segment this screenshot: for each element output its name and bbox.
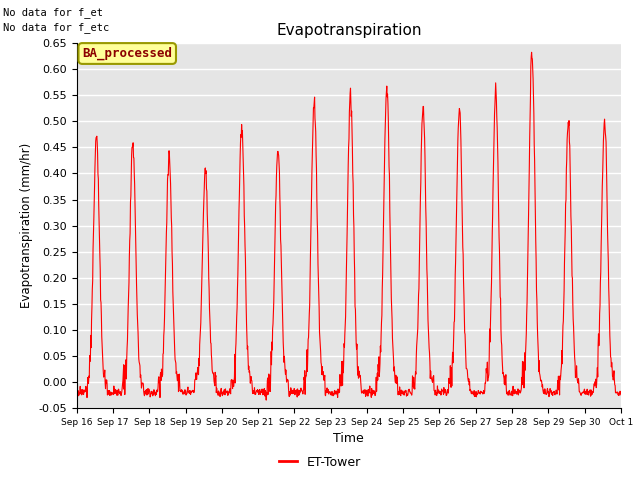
Text: No data for f_etc: No data for f_etc <box>3 22 109 33</box>
Text: BA_processed: BA_processed <box>82 47 172 60</box>
X-axis label: Time: Time <box>333 432 364 445</box>
Title: Evapotranspiration: Evapotranspiration <box>276 23 422 38</box>
Y-axis label: Evapotranspiration (mm/hr): Evapotranspiration (mm/hr) <box>20 143 33 308</box>
Legend: ET-Tower: ET-Tower <box>273 451 367 474</box>
Text: No data for f_et: No data for f_et <box>3 7 103 18</box>
